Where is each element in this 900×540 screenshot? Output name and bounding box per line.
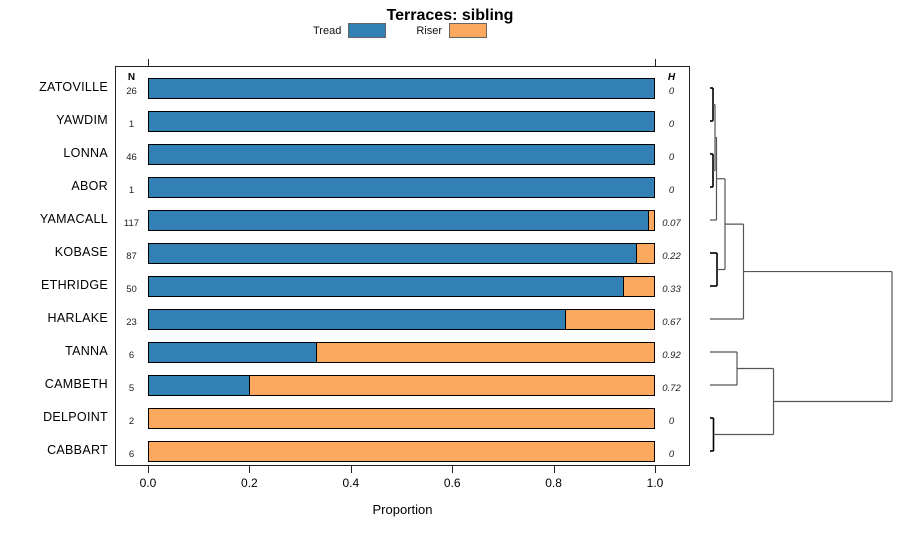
tread-segment bbox=[149, 309, 567, 329]
h-value: 0.33 bbox=[662, 284, 681, 295]
stacked-bar-zatoville bbox=[148, 77, 655, 99]
n-value: 117 bbox=[123, 218, 140, 229]
x-tick bbox=[249, 466, 251, 473]
h-value: 0 bbox=[668, 86, 675, 97]
n-value: 50 bbox=[126, 284, 137, 295]
x-axis-label: Proportion bbox=[372, 502, 433, 517]
tread-segment bbox=[149, 177, 654, 197]
legend-item-tread: Tread bbox=[313, 23, 387, 38]
stacked-bar-yamacall bbox=[148, 209, 655, 231]
h-column-header: H bbox=[667, 72, 676, 83]
x-tick-label: 0.4 bbox=[342, 476, 360, 490]
row-label-delpoint: DELPOINT bbox=[43, 410, 108, 424]
h-value: 0 bbox=[668, 152, 675, 163]
x-tick bbox=[655, 466, 656, 473]
row-label-ethridge: ETHRIDGE bbox=[41, 278, 108, 292]
stacked-bar-ethridge bbox=[148, 275, 655, 297]
n-value: 87 bbox=[126, 251, 137, 262]
tread-segment bbox=[149, 342, 318, 362]
h-value: 0.22 bbox=[662, 251, 681, 262]
n-value: 6 bbox=[128, 350, 135, 361]
x-tick-label: 1.0 bbox=[646, 476, 664, 490]
row-label-yamacall: YAMACALL bbox=[39, 212, 108, 226]
h-value: 0 bbox=[668, 449, 675, 460]
legend-swatch-riser bbox=[449, 23, 487, 38]
row-label-lonna: LONNA bbox=[63, 146, 108, 160]
tread-segment bbox=[149, 144, 654, 164]
stacked-bar-delpoint bbox=[148, 407, 655, 429]
x-tick-label: 0.2 bbox=[241, 476, 258, 490]
tread-segment bbox=[149, 111, 654, 131]
x-tick bbox=[452, 466, 454, 473]
plot-area bbox=[115, 66, 690, 466]
h-value: 0.72 bbox=[662, 383, 681, 394]
stacked-bar-cabbart bbox=[148, 440, 655, 462]
h-value: 0.92 bbox=[662, 350, 681, 361]
h-value: 0 bbox=[668, 185, 675, 196]
stacked-bar-tanna bbox=[148, 341, 655, 363]
x-tick bbox=[553, 466, 555, 473]
tread-segment bbox=[149, 243, 637, 263]
n-value: 23 bbox=[126, 317, 137, 328]
row-label-zatoville: ZATOVILLE bbox=[39, 80, 108, 94]
legend-item-riser: Riser bbox=[416, 23, 487, 38]
stacked-bar-abor bbox=[148, 176, 655, 198]
n-value: 1 bbox=[128, 119, 135, 130]
row-label-kobase: KOBASE bbox=[54, 245, 108, 259]
h-value: 0.07 bbox=[662, 218, 681, 229]
n-column-header: N bbox=[127, 72, 136, 83]
stacked-bar-kobase bbox=[148, 242, 655, 264]
tread-segment bbox=[149, 78, 654, 98]
chart-title: Terraces: sibling bbox=[386, 7, 514, 24]
stacked-bar-lonna bbox=[148, 143, 655, 165]
n-value: 1 bbox=[128, 185, 135, 196]
legend-label-riser: Riser bbox=[416, 24, 442, 37]
legend-swatch-tread bbox=[348, 23, 387, 38]
x-tick-top bbox=[148, 59, 149, 66]
tread-segment bbox=[149, 375, 250, 395]
x-tick bbox=[350, 466, 352, 473]
row-label-cambeth: CAMBETH bbox=[44, 377, 108, 391]
x-tick-label: 0.0 bbox=[139, 476, 157, 490]
h-value: 0 bbox=[668, 119, 675, 130]
stacked-bar-yawdim bbox=[148, 110, 655, 132]
x-tick-label: 0.6 bbox=[443, 476, 461, 490]
x-tick-top bbox=[655, 59, 656, 66]
row-label-harlake: HARLAKE bbox=[47, 311, 108, 325]
stacked-bar-harlake bbox=[148, 308, 655, 330]
n-value: 26 bbox=[126, 86, 137, 97]
tread-segment bbox=[149, 276, 624, 296]
tread-segment bbox=[149, 210, 650, 230]
row-label-abor: ABOR bbox=[71, 179, 108, 193]
stacked-bar-cambeth bbox=[148, 374, 655, 396]
n-value: 5 bbox=[128, 383, 135, 394]
x-tick bbox=[148, 466, 149, 473]
n-value: 2 bbox=[128, 416, 135, 427]
legend: Tread Riser bbox=[313, 23, 487, 38]
n-value: 46 bbox=[126, 152, 137, 163]
n-value: 6 bbox=[128, 449, 135, 460]
row-label-cabbart: CABBART bbox=[47, 443, 108, 457]
row-label-tanna: TANNA bbox=[65, 344, 108, 358]
legend-label-tread: Tread bbox=[313, 24, 342, 37]
x-tick-label: 0.8 bbox=[545, 476, 562, 490]
h-value: 0 bbox=[668, 416, 675, 427]
row-label-yawdim: YAWDIM bbox=[56, 113, 108, 127]
h-value: 0.67 bbox=[662, 317, 681, 328]
